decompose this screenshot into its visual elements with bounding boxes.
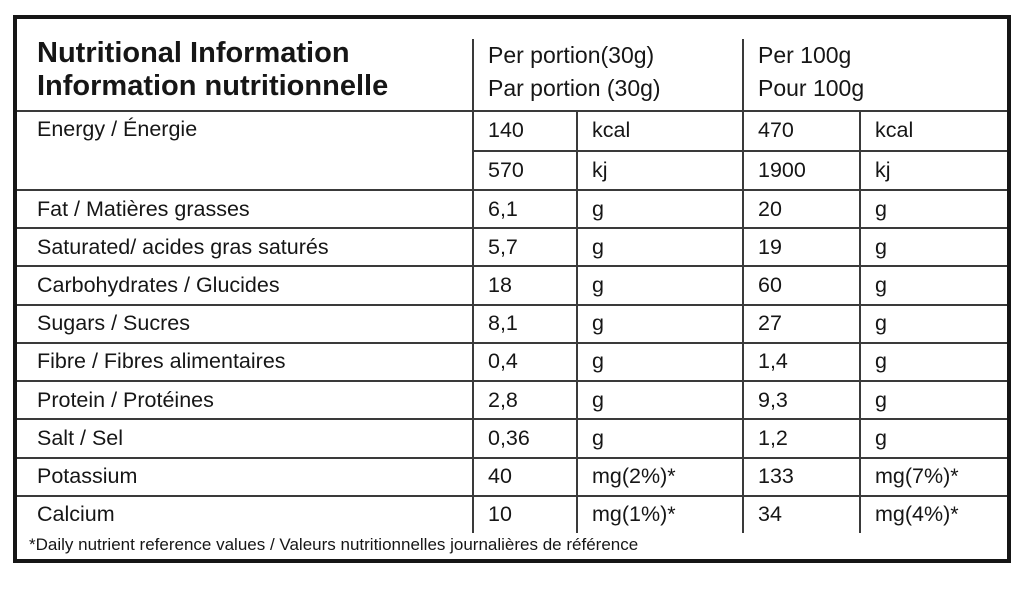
portion-unit: kj xyxy=(576,151,742,189)
table-header-row: Nutritional Information Information nutr… xyxy=(17,19,1007,112)
table-title-en: Nutritional Information xyxy=(37,37,350,69)
nutrient-row: Calcium 10 mg(1%)* 34 mg(4%)* xyxy=(17,494,1007,533)
nutrient-row: Fibre / Fibres alimentaires 0,4 g 1,4 g xyxy=(17,341,1007,381)
nutrient-label: Saturated/ acides gras saturés xyxy=(37,234,329,259)
per100-unit: g xyxy=(859,305,1007,342)
per100-unit: g xyxy=(859,343,1007,381)
portion-unit: mg(2%)* xyxy=(576,458,742,495)
per100-value: 1900 xyxy=(742,151,859,189)
per100-unit: kj xyxy=(859,151,1007,189)
table-title: Nutritional Information Information nutr… xyxy=(17,37,472,110)
per100-unit: g xyxy=(859,420,1007,457)
column-header-per-100g: Per 100g Pour 100g xyxy=(742,39,1007,110)
nutrient-row: Protein / Protéines 2,8 g 9,3 g xyxy=(17,380,1007,419)
nutrient-row: Sugars / Sucres 8,1 g 27 g xyxy=(17,303,1007,342)
per100-unit: kcal xyxy=(859,112,1007,150)
nutrient-label: Sugars / Sucres xyxy=(37,311,190,336)
per100-unit: mg(7%)* xyxy=(859,458,1007,495)
nutrient-label: Potassium xyxy=(37,464,138,489)
portion-unit: g xyxy=(576,420,742,457)
per100-value: 60 xyxy=(742,267,859,304)
nutrient-row: Fat / Matières grasses 6,1 g 20 g xyxy=(17,189,1007,228)
column-header-per-portion-fr: Par portion (30g) xyxy=(488,75,661,101)
nutrient-label: Salt / Sel xyxy=(37,425,124,450)
nutrient-label: Fibre / Fibres alimentaires xyxy=(37,349,286,374)
per100-unit: g xyxy=(859,191,1007,228)
portion-value: 8,1 xyxy=(472,305,576,342)
footnote: *Daily nutrient reference values / Valeu… xyxy=(29,535,639,554)
portion-unit: mg(1%)* xyxy=(576,496,742,533)
per100-value: 1,4 xyxy=(742,343,859,381)
portion-value: 6,1 xyxy=(472,191,576,228)
portion-value: 5,7 xyxy=(472,229,576,266)
portion-unit: g xyxy=(576,305,742,342)
portion-unit: kcal xyxy=(576,112,742,150)
nutrient-row: Saturated/ acides gras saturés 5,7 g 19 … xyxy=(17,227,1007,266)
portion-unit: g xyxy=(576,382,742,419)
nutrient-row: Potassium 40 mg(2%)* 133 mg(7%)* xyxy=(17,456,1007,495)
energy-row-group: Energy / Énergie 140 kcal 470 kcal 570 k… xyxy=(17,112,1007,189)
energy-kcal-row: 140 kcal 470 kcal xyxy=(472,112,1007,150)
nutrition-table: Nutritional Information Information nutr… xyxy=(13,15,1011,563)
per100-value: 1,2 xyxy=(742,420,859,457)
portion-value: 0,36 xyxy=(472,420,576,457)
portion-unit: g xyxy=(576,229,742,266)
portion-unit: g xyxy=(576,343,742,381)
portion-unit: g xyxy=(576,267,742,304)
per100-value: 20 xyxy=(742,191,859,228)
portion-value: 18 xyxy=(472,267,576,304)
energy-kj-row: 570 kj 1900 kj xyxy=(472,149,1007,189)
nutrient-label: Fat / Matières grasses xyxy=(37,196,250,221)
column-header-per-portion: Per portion(30g) Par portion (30g) xyxy=(472,39,742,110)
per100-unit: g xyxy=(859,229,1007,266)
column-header-per-100g-fr: Pour 100g xyxy=(758,75,865,101)
per100-value: 34 xyxy=(742,496,859,533)
portion-value: 570 xyxy=(472,151,576,189)
per100-value: 19 xyxy=(742,229,859,266)
portion-value: 0,4 xyxy=(472,343,576,381)
portion-value: 2,8 xyxy=(472,382,576,419)
per100-value: 27 xyxy=(742,305,859,342)
portion-value: 140 xyxy=(472,112,576,150)
per100-value: 9,3 xyxy=(742,382,859,419)
nutrient-rows-container: Fat / Matières grasses 6,1 g 20 g Satura… xyxy=(17,189,1007,533)
column-header-per-100g-en: Per 100g xyxy=(758,42,852,68)
per100-unit: g xyxy=(859,382,1007,419)
per100-value: 133 xyxy=(742,458,859,495)
portion-value: 10 xyxy=(472,496,576,533)
nutrient-label: Carbohydrates / Glucides xyxy=(37,273,280,298)
per100-unit: g xyxy=(859,267,1007,304)
nutrient-row: Salt / Sel 0,36 g 1,2 g xyxy=(17,418,1007,457)
portion-unit: g xyxy=(576,191,742,228)
nutrient-label: Energy / Énergie xyxy=(37,117,198,141)
per100-value: 470 xyxy=(742,112,859,150)
column-header-per-portion-en: Per portion(30g) xyxy=(488,42,655,68)
table-title-fr: Information nutritionnelle xyxy=(37,70,389,102)
nutrient-row: Carbohydrates / Glucides 18 g 60 g xyxy=(17,265,1007,304)
portion-value: 40 xyxy=(472,458,576,495)
per100-unit: mg(4%)* xyxy=(859,496,1007,533)
nutrient-label: Protein / Protéines xyxy=(37,387,214,412)
nutrient-label: Calcium xyxy=(37,502,115,527)
